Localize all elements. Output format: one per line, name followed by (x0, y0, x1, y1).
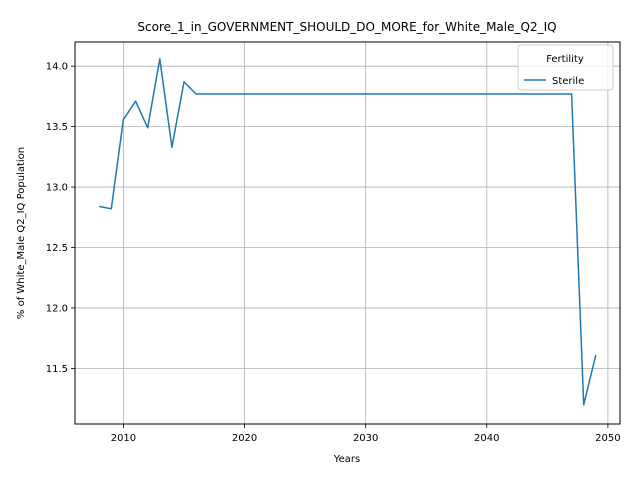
y-axis-ticks: 11.5 12.0 12.5 13.0 13.5 14.0 (46, 62, 75, 375)
x-tick-label: 2010 (111, 433, 136, 444)
y-axis-label: % of White_Male Q2_IQ Population (16, 147, 27, 319)
x-axis-ticks: 2010 2020 2030 2040 2050 (111, 424, 621, 444)
x-tick-label: 2020 (232, 433, 257, 444)
legend-title: Fertility (546, 54, 584, 65)
legend-box (517, 44, 614, 91)
y-tick-label: 13.0 (46, 183, 68, 194)
x-tick-label: 2030 (353, 433, 378, 444)
plot-area-frame (74, 41, 621, 425)
y-tick-label: 13.5 (46, 122, 68, 133)
legend: Fertility Sterile (517, 44, 614, 91)
series-line-sterile (99, 58, 597, 406)
x-axis-label: Years (333, 454, 360, 465)
x-tick-label: 2050 (595, 433, 620, 444)
y-tick-label: 12.0 (46, 303, 68, 314)
chart-title: Score_1_in_GOVERNMENT_SHOULD_DO_MORE_for… (137, 20, 556, 34)
x-tick-label: 2040 (474, 433, 499, 444)
y-tick-label: 12.5 (46, 243, 68, 254)
y-tick-label: 11.5 (46, 364, 68, 375)
legend-entry-label: Sterile (552, 76, 584, 87)
y-tick-label: 14.0 (46, 62, 68, 73)
series-layer (99, 58, 597, 406)
